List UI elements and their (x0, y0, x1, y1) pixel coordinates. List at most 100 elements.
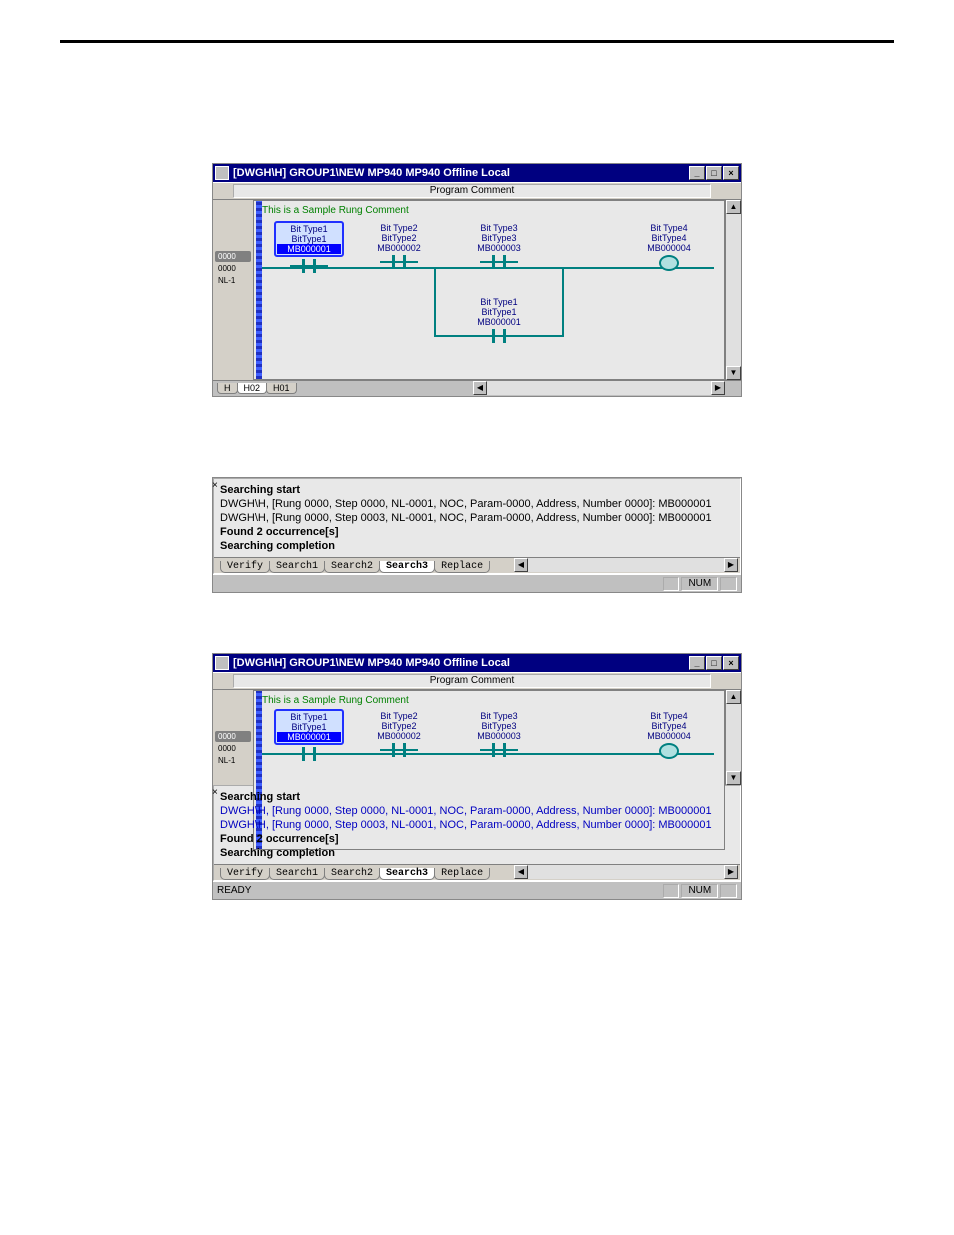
gutter: 0000 0000 NL-1 (213, 200, 253, 380)
gutter-step: 0000 (215, 731, 251, 742)
output-hscroll[interactable]: ◀ ▶ (514, 558, 738, 572)
output-tabs: Verify Search1 Search2 Search3 Replace ◀… (214, 864, 740, 880)
noc-symbol (484, 329, 514, 343)
noc-symbol (294, 747, 324, 761)
tab-h01[interactable]: H01 (266, 383, 297, 394)
tab-replace[interactable]: Replace (434, 561, 490, 573)
page-divider (60, 40, 894, 43)
tab-search3[interactable]: Search3 (379, 561, 435, 573)
scroll-down-icon[interactable]: ▼ (726, 366, 741, 380)
noc-symbol (294, 259, 324, 273)
gutter-rung: 0000 (215, 743, 251, 754)
close-panel-icon[interactable]: × (212, 479, 218, 493)
ladder-area: 0000 0000 NL-1 This is a Sample Rung Com… (213, 690, 741, 785)
system-menu-icon[interactable] (215, 166, 229, 180)
gutter-step: 0000 (215, 251, 251, 262)
status-num: NUM (681, 577, 718, 591)
minimize-button[interactable]: _ (689, 166, 705, 180)
status-cell (663, 884, 680, 898)
scroll-left-icon[interactable]: ◀ (514, 558, 528, 572)
output-panel: × Searching start DWGH\H, [Rung 0000, St… (213, 478, 741, 574)
maximize-button[interactable]: □ (706, 166, 722, 180)
scroll-left-icon[interactable]: ◀ (473, 381, 487, 395)
address-highlighted: MB000001 (277, 732, 341, 742)
gutter-rung: 0000 (215, 263, 251, 274)
window-title: [DWGH\H] GROUP1\NEW MP940 MP940 Offline … (233, 167, 689, 179)
contact-bit-type2[interactable]: Bit Type2 BitType2 MB000002 (364, 711, 434, 757)
output-hscroll[interactable]: ◀ ▶ (514, 865, 738, 879)
search-result-row[interactable]: DWGH\H, [Rung 0000, Step 0003, NL-0001, … (220, 511, 734, 525)
close-panel-icon[interactable]: × (212, 786, 218, 800)
status-cell (663, 577, 680, 591)
scroll-right-icon[interactable]: ▶ (724, 558, 738, 572)
noc-symbol (484, 255, 514, 269)
coil-bit-type4[interactable]: Bit Type4 BitType4 MB000004 (634, 223, 704, 271)
status-ready: READY (217, 885, 251, 896)
scroll-track[interactable] (726, 214, 741, 366)
tab-search2[interactable]: Search2 (324, 561, 380, 573)
search-done: Searching completion (220, 847, 335, 859)
tab-search3[interactable]: Search3 (379, 868, 435, 880)
tab-verify[interactable]: Verify (220, 868, 270, 880)
search-result-row[interactable]: DWGH\H, [Rung 0000, Step 0000, NL-0001, … (220, 804, 734, 818)
program-comment-bar: Program Comment (213, 182, 741, 200)
minimize-button[interactable]: _ (689, 656, 705, 670)
vertical-scrollbar[interactable]: ▲ ▼ (725, 690, 741, 785)
tab-h[interactable]: H (217, 383, 238, 394)
contact-bit-type3[interactable]: Bit Type3 BitType3 MB000003 (464, 223, 534, 269)
gutter-nl: NL-1 (215, 275, 251, 286)
status-cell (720, 577, 737, 591)
coil-symbol (659, 255, 679, 271)
close-button[interactable]: × (723, 656, 739, 670)
scroll-right-icon[interactable]: ▶ (711, 381, 725, 395)
output-text[interactable]: × Searching start DWGH\H, [Rung 0000, St… (214, 479, 740, 557)
program-comment-label[interactable]: Program Comment (233, 674, 711, 688)
tab-replace[interactable]: Replace (434, 868, 490, 880)
output-window: × Searching start DWGH\H, [Rung 0000, St… (212, 477, 742, 593)
close-button[interactable]: × (723, 166, 739, 180)
ladder-area: 0000 0000 NL-1 This is a Sample Rung Com… (213, 200, 741, 380)
status-cell (720, 884, 737, 898)
drawing-tabs-bar: H H02 H01 ◀ ▶ (213, 380, 741, 396)
search-result-row[interactable]: DWGH\H, [Rung 0000, Step 0003, NL-0001, … (220, 818, 734, 832)
vertical-scrollbar[interactable]: ▲ ▼ (725, 200, 741, 380)
contact-bit-type2[interactable]: Bit Type2 BitType2 MB000002 (364, 223, 434, 269)
titlebar[interactable]: [DWGH\H] GROUP1\NEW MP940 MP940 Offline … (213, 654, 741, 672)
output-tabs: Verify Search1 Search2 Search3 Replace ◀… (214, 557, 740, 573)
tab-search2[interactable]: Search2 (324, 868, 380, 880)
horizontal-scrollbar[interactable]: ◀ ▶ (473, 381, 725, 395)
contact-bit-type1-branch[interactable]: Bit Type1 BitType1 MB000001 (464, 297, 534, 343)
contact-bit-type3[interactable]: Bit Type3 BitType3 MB000003 (464, 711, 534, 757)
search-done: Searching completion (220, 540, 335, 552)
noc-symbol (484, 743, 514, 757)
output-panel: × Searching start DWGH\H, [Rung 0000, St… (213, 785, 741, 881)
contact-bit-type1[interactable]: Bit Type1 BitType1 MB000001 (274, 709, 344, 761)
search-result-row[interactable]: DWGH\H, [Rung 0000, Step 0000, NL-0001, … (220, 497, 734, 511)
search-count: Found 2 occurrence[s] (220, 526, 339, 538)
noc-symbol (384, 255, 414, 269)
search-start: Searching start (220, 484, 300, 496)
maximize-button[interactable]: □ (706, 656, 722, 670)
contact-bit-type1[interactable]: Bit Type1 BitType1 MB000001 (274, 221, 344, 273)
output-text[interactable]: × Searching start DWGH\H, [Rung 0000, St… (214, 786, 740, 864)
search-count: Found 2 occurrence[s] (220, 833, 339, 845)
scroll-right-icon[interactable]: ▶ (724, 865, 738, 879)
scroll-up-icon[interactable]: ▲ (726, 200, 741, 214)
tab-search1[interactable]: Search1 (269, 561, 325, 573)
scroll-up-icon[interactable]: ▲ (726, 690, 741, 704)
titlebar[interactable]: [DWGH\H] GROUP1\NEW MP940 MP940 Offline … (213, 164, 741, 182)
tab-search1[interactable]: Search1 (269, 868, 325, 880)
wire-branch-v1 (434, 267, 436, 337)
program-comment-label[interactable]: Program Comment (233, 184, 711, 198)
ladder-canvas[interactable]: This is a Sample Rung Comment Bit Type1 … (253, 200, 725, 380)
combined-window: [DWGH\H] GROUP1\NEW MP940 MP940 Offline … (212, 653, 742, 900)
scroll-down-icon[interactable]: ▼ (726, 771, 741, 785)
scroll-left-icon[interactable]: ◀ (514, 865, 528, 879)
coil-bit-type4[interactable]: Bit Type4 BitType4 MB000004 (634, 711, 704, 759)
search-start: Searching start (220, 791, 300, 803)
system-menu-icon[interactable] (215, 656, 229, 670)
program-comment-bar: Program Comment (213, 672, 741, 690)
status-bar: NUM (213, 574, 741, 592)
tab-h02[interactable]: H02 (237, 383, 268, 394)
tab-verify[interactable]: Verify (220, 561, 270, 573)
